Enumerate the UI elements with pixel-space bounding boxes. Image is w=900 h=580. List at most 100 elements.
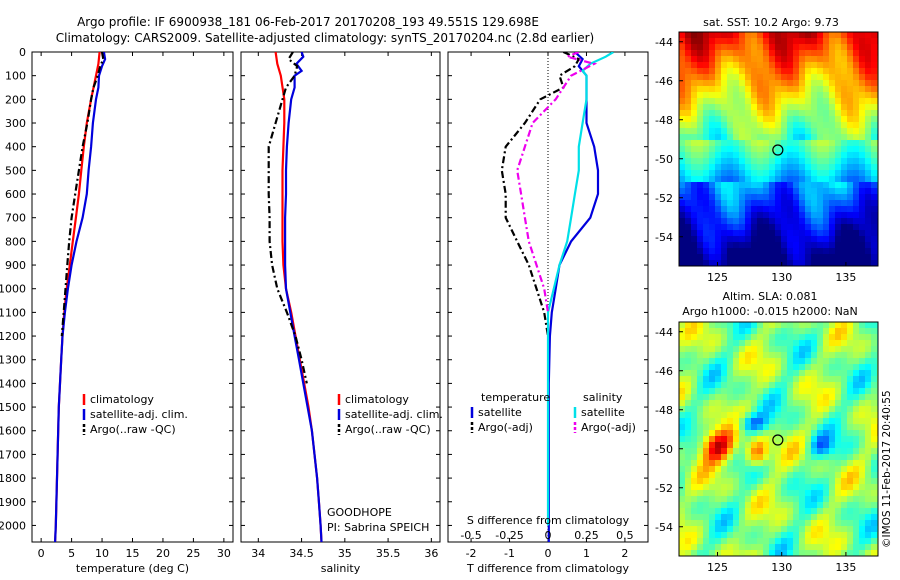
sla_map-cell — [805, 490, 811, 496]
sst_map-cell — [793, 218, 799, 224]
sla_map-cell — [745, 460, 751, 466]
sla_map-cell — [727, 472, 733, 478]
sst_map-cell — [691, 248, 697, 254]
sst_map-cell — [823, 110, 829, 116]
sla_map-cell — [865, 412, 871, 418]
sst_map-cell — [847, 92, 853, 98]
sst_map-cell — [805, 176, 811, 182]
sla_map-cell — [769, 406, 775, 412]
sla_map-cell — [697, 358, 703, 364]
difference-series-salinity-satellite — [546, 52, 614, 526]
sst_map-cell — [835, 146, 841, 152]
sla_map-cell — [727, 514, 733, 520]
sla_map-cell — [685, 466, 691, 472]
sst_map-cell — [733, 218, 739, 224]
sla_map-cell — [805, 484, 811, 490]
sla_map-cell — [745, 448, 751, 454]
sla_map-cell — [859, 544, 865, 550]
sla_map-cell — [739, 502, 745, 508]
sst_map-cell — [847, 224, 853, 230]
sst_map-cell — [697, 158, 703, 164]
sst_map-cell — [685, 188, 691, 194]
sst_map-cell — [859, 146, 865, 152]
sla_map-cell — [793, 490, 799, 496]
sla_map-cell — [745, 382, 751, 388]
sst_map-cell — [865, 62, 871, 68]
sla_map-cell — [769, 544, 775, 550]
sla_map-cell — [709, 388, 715, 394]
sst_map-cell — [751, 260, 757, 266]
sst_map-cell — [727, 140, 733, 146]
sla_map-cell — [805, 478, 811, 484]
difference-top-tick-label: 0.25 — [574, 529, 599, 542]
sla_map-cell — [799, 508, 805, 514]
sst_map-cell — [847, 122, 853, 128]
sla_map-cell — [679, 334, 685, 340]
sla_map-cell — [835, 388, 841, 394]
sst_map-cell — [805, 254, 811, 260]
sla_map-cell — [763, 466, 769, 472]
sst_map-cell — [727, 176, 733, 182]
sst_map-cell — [775, 218, 781, 224]
sst_map-cell — [691, 116, 697, 122]
sla_map-cell — [853, 532, 859, 538]
sla_map-cell — [721, 478, 727, 484]
sst_map-cell — [733, 146, 739, 152]
sst_map-cell — [775, 176, 781, 182]
sla_map-cell — [727, 322, 733, 328]
sst_map-cell — [835, 236, 841, 242]
sla_map-cell — [679, 364, 685, 370]
sla_map-cell — [793, 478, 799, 484]
sst_map-cell — [865, 74, 871, 80]
sla_map-cell — [829, 370, 835, 376]
sst_map-cell — [841, 200, 847, 206]
sst_map-cell — [769, 44, 775, 50]
sst_map-cell — [679, 86, 685, 92]
sst_map-cell — [679, 98, 685, 104]
sla_map-cell — [751, 382, 757, 388]
sst_map-cell — [835, 110, 841, 116]
sla_map-cell — [691, 550, 697, 556]
sla_map-cell — [757, 550, 763, 556]
sst_map-cell — [817, 176, 823, 182]
sla_map-cell — [685, 382, 691, 388]
sst_map-cell — [841, 122, 847, 128]
sst_map-cell — [841, 146, 847, 152]
sst_map-cell — [781, 44, 787, 50]
sla_map-cell — [817, 418, 823, 424]
sst_map-cell — [811, 74, 817, 80]
depth-tick-label: 1900 — [0, 496, 26, 509]
sla_map-cell — [841, 364, 847, 370]
sst_map-cell — [751, 176, 757, 182]
sst_map-cell — [799, 86, 805, 92]
sla_map-cell — [859, 394, 865, 400]
sla_map-cell — [715, 322, 721, 328]
sla_map-cell — [709, 508, 715, 514]
sla_map-cell — [727, 418, 733, 424]
sla_map-cell — [715, 436, 721, 442]
sst_map-cell — [811, 164, 817, 170]
sla_map-cell — [817, 490, 823, 496]
sst_map-cell — [805, 200, 811, 206]
sla_map-cell — [811, 322, 817, 328]
sla_map-cell — [805, 454, 811, 460]
sst_map-cell — [829, 248, 835, 254]
sla_map-cell — [829, 394, 835, 400]
sla_map-cell — [715, 334, 721, 340]
sla_map-cell — [865, 544, 871, 550]
sla_map-cell — [709, 352, 715, 358]
sst_map-cell — [769, 134, 775, 140]
sst_map-cell — [817, 128, 823, 134]
sst_map-cell — [757, 92, 763, 98]
sst_map-cell — [679, 158, 685, 164]
sst_map-cell — [751, 122, 757, 128]
sla_map-cell — [781, 358, 787, 364]
sst_map-cell — [787, 50, 793, 56]
sla_map-cell — [817, 406, 823, 412]
sla_map-cell — [709, 490, 715, 496]
sla_map-cell — [763, 364, 769, 370]
sst_map-cell — [697, 74, 703, 80]
sst_map-cell — [871, 38, 877, 44]
sst_map-cell — [799, 176, 805, 182]
sla_map-cell — [787, 520, 793, 526]
